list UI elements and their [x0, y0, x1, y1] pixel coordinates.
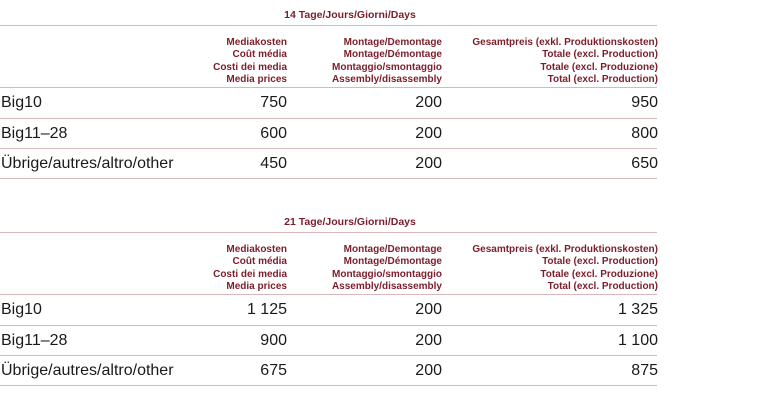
row-name: Big11–28 [1, 332, 68, 349]
table-row: Big11–28 600 200 800 [0, 119, 660, 149]
divider [0, 294, 657, 295]
row-name: Big11–28 [1, 125, 68, 142]
table-row: Big10 1 125 200 1 325 [0, 295, 660, 325]
divider [0, 232, 657, 233]
table-row: Big10 750 200 950 [0, 88, 660, 118]
media-price: 750 [260, 94, 287, 111]
total-price: 1 325 [617, 301, 658, 318]
row-name: Übrige/autres/altro/other [1, 155, 174, 172]
divider [0, 148, 657, 149]
divider [0, 178, 657, 179]
table-row: Übrige/autres/altro/other 675 200 875 [0, 356, 660, 386]
assembly-price: 200 [415, 332, 442, 349]
assembly-price: 200 [415, 301, 442, 318]
header-total: Gesamtpreis (exkl. Produktionskosten) To… [472, 37, 658, 85]
total-price: 800 [631, 125, 658, 142]
row-name: Big10 [1, 94, 42, 111]
divider [0, 325, 657, 326]
header-total: Gesamtpreis (exkl. Produktionskosten) To… [472, 244, 658, 292]
media-price: 450 [260, 155, 287, 172]
header-media-prices: Mediakosten Coût média Costi dei media M… [213, 244, 287, 292]
assembly-price: 200 [415, 125, 442, 142]
total-price: 950 [631, 94, 658, 111]
table-header: Mediakosten Coût média Costi dei media M… [0, 31, 660, 89]
media-price: 675 [260, 362, 287, 379]
divider [0, 355, 657, 356]
divider [0, 385, 657, 386]
header-media-prices: Mediakosten Coût média Costi dei media M… [213, 37, 287, 85]
assembly-price: 200 [415, 94, 442, 111]
divider [0, 25, 657, 26]
divider [0, 87, 657, 88]
assembly-price: 200 [415, 155, 442, 172]
row-name: Übrige/autres/altro/other [1, 362, 174, 379]
row-name: Big10 [1, 301, 42, 318]
assembly-price: 200 [415, 362, 442, 379]
media-price: 1 125 [246, 301, 287, 318]
divider [0, 118, 657, 119]
media-price: 900 [260, 332, 287, 349]
header-assembly: Montage/Demontage Montage/Démontage Mont… [331, 244, 442, 292]
table-header: Mediakosten Coût média Costi dei media M… [0, 238, 660, 296]
header-assembly: Montage/Demontage Montage/Démontage Mont… [331, 37, 442, 85]
total-price: 1 100 [617, 332, 658, 349]
total-price: 650 [631, 155, 658, 172]
media-price: 600 [260, 125, 287, 142]
period-title: 14 Tage/Jours/Giorni/Days [284, 9, 416, 21]
period-title: 21 Tage/Jours/Giorni/Days [284, 216, 416, 228]
table-row: Big11–28 900 200 1 100 [0, 326, 660, 356]
table-row: Übrige/autres/altro/other 450 200 650 [0, 149, 660, 179]
total-price: 875 [631, 362, 658, 379]
